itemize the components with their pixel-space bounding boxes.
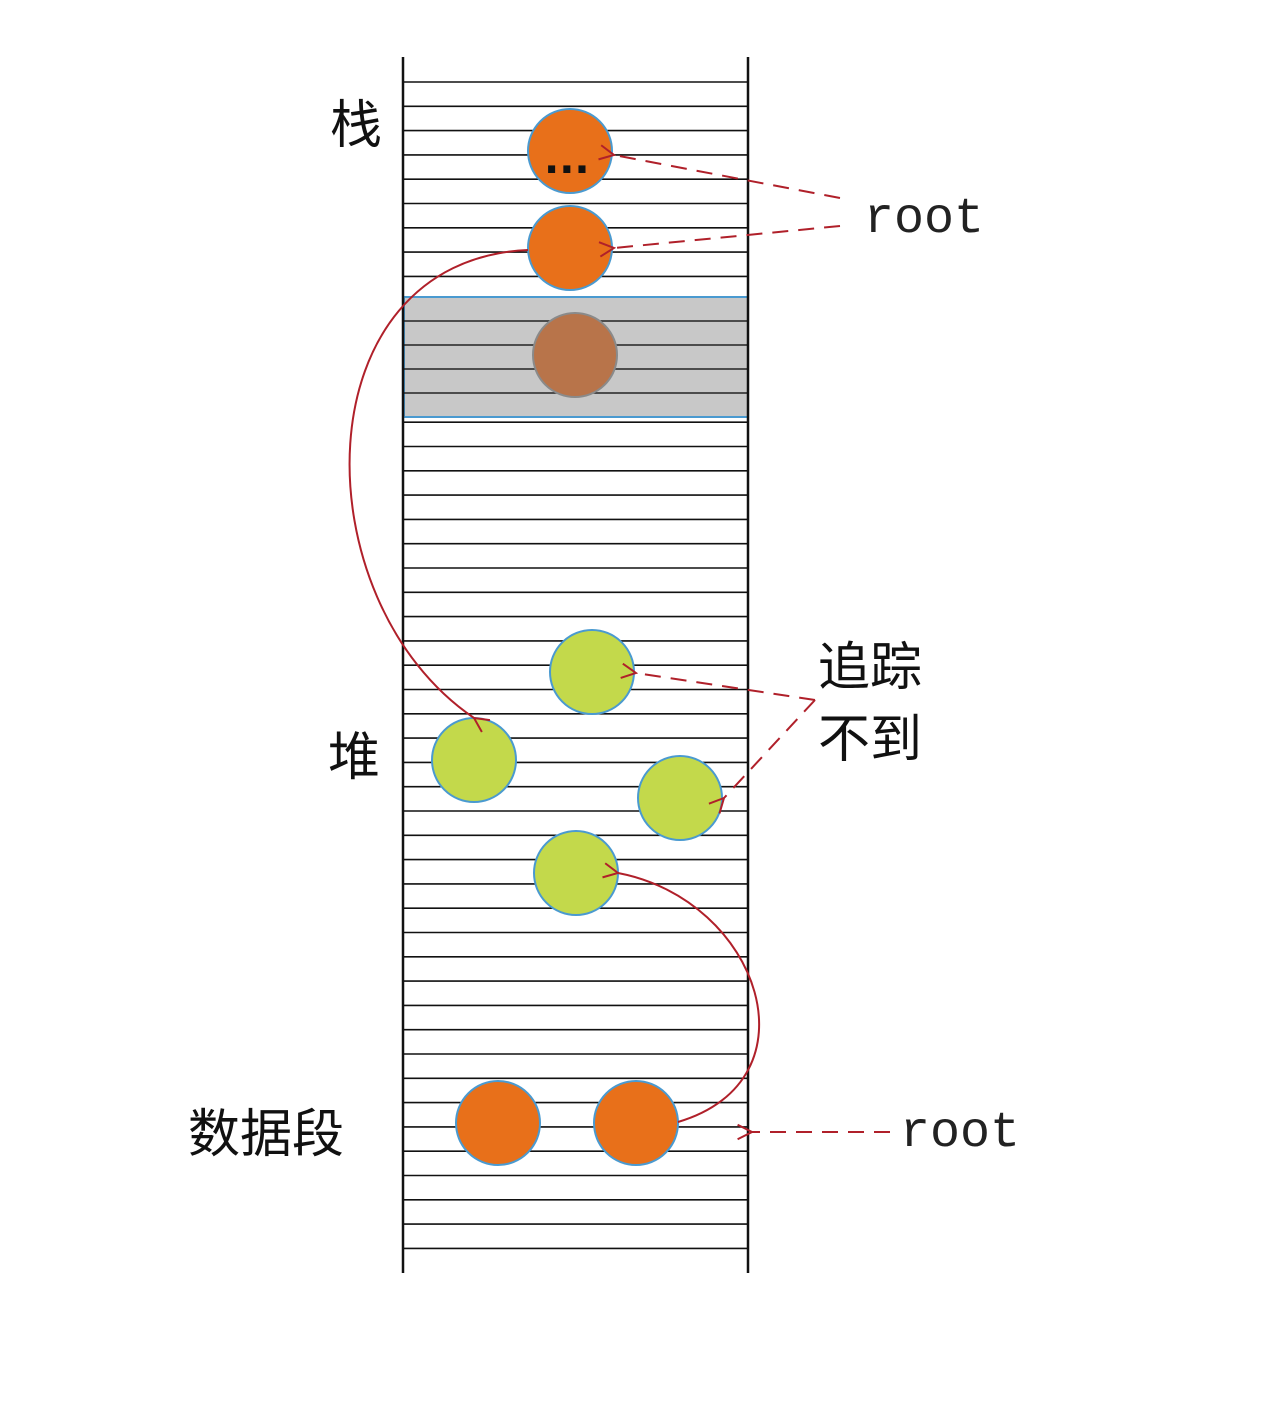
root-pointer-arrow-top-2: [614, 225, 841, 248]
ellipsis-marker: ...: [544, 137, 590, 183]
reference-arrow-data-to-heap: [618, 873, 761, 1123]
data-segment-label: 数据段: [188, 1105, 344, 1165]
heap-object-unreachable-right: [637, 755, 723, 841]
heap-object-reachable-left: [431, 717, 517, 803]
root-pointer-arrow-top-1: [614, 155, 841, 199]
stack-label: 栈: [330, 96, 382, 156]
stack-root-object: [527, 205, 613, 291]
unreachable-label-line2: 不到: [818, 710, 922, 770]
root-label-bottom: root: [900, 1105, 1020, 1162]
root-label-top: root: [864, 191, 984, 248]
heap-object-reachable-lower: [533, 830, 619, 916]
heap-label: 堆: [328, 728, 380, 788]
heap-object-unreachable-upper: [549, 629, 635, 715]
unreachable-label-line1: 追踪: [818, 638, 922, 698]
data-segment-object-left: [455, 1080, 541, 1166]
unreachable-pointer-arrow-1: [636, 673, 816, 701]
reference-arrow-stack-to-heap: [348, 249, 529, 718]
data-segment-root-object: [593, 1080, 679, 1166]
unreachable-pointer-arrow-2: [724, 699, 816, 798]
freed-stack-object: [532, 312, 618, 398]
